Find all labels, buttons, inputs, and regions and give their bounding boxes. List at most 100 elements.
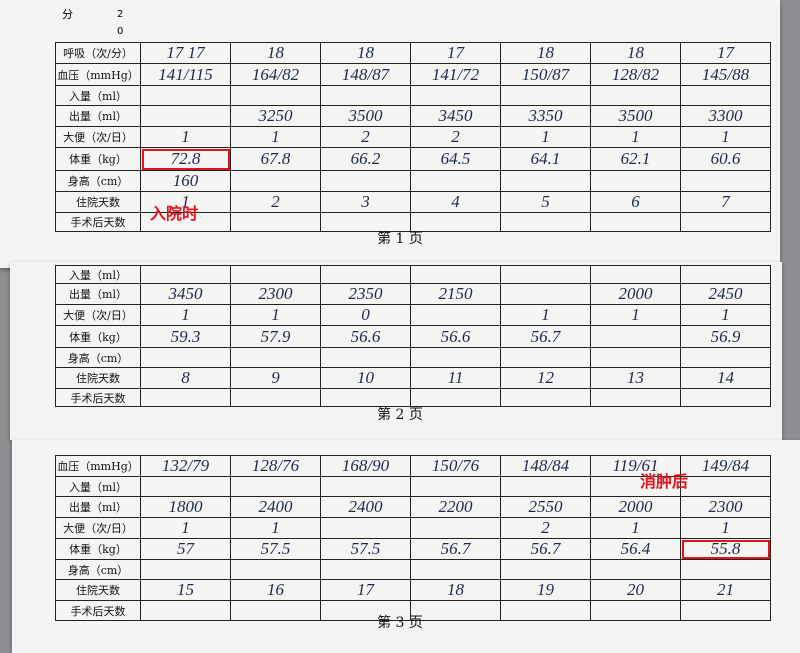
cell-value: 128/76: [230, 455, 321, 477]
cell-value: 1: [680, 517, 771, 539]
cell-value: 3300: [680, 105, 771, 127]
cell-value: 18: [230, 42, 321, 64]
cell-value: 10: [320, 367, 411, 389]
row-label: 呼吸（次/分）: [55, 42, 141, 64]
cell-value: [320, 347, 411, 368]
cell-value: [140, 105, 231, 127]
cell-value: 1: [680, 304, 771, 326]
cell-value: [320, 85, 411, 106]
cell-value: 149/84: [680, 455, 771, 477]
cell-value: 21: [680, 579, 771, 601]
cell-value: 59.3: [140, 325, 231, 348]
row-label: 血压（mmHg）: [55, 63, 141, 86]
cell-value: [680, 170, 771, 192]
annotation: 入院时: [150, 204, 199, 223]
cell-value: 18: [500, 42, 591, 64]
row-label: 身高（cm）: [55, 347, 141, 368]
cell-value: 119/61: [590, 455, 681, 477]
row-label: 入量（ml）: [55, 265, 141, 284]
cell-value: 3450: [140, 283, 231, 305]
cell-value: 4: [410, 191, 501, 213]
cell-value: 3: [320, 191, 411, 213]
cell-value: [140, 347, 231, 368]
cell-value: 5: [500, 191, 591, 213]
cell-value: 2400: [230, 496, 321, 518]
table-row: 住院天数 15 16 17 18 19 20 21: [55, 579, 771, 601]
cell-value: 2000: [590, 283, 681, 305]
record-table: 入量（ml） 出量（ml） 3450 2300 2350 2150 2000 2450 大便（次…: [55, 265, 771, 407]
cell-value: [140, 265, 231, 284]
cell-value: 17: [680, 42, 771, 64]
cell-value: [320, 265, 411, 284]
cell-value: 7: [680, 191, 771, 213]
cell-value: 2550: [500, 496, 591, 518]
row-label: 手术后天数: [55, 388, 141, 407]
table-row: 身高（cm） 160: [55, 170, 771, 192]
cell-value: 72.8: [140, 147, 231, 171]
row-label: 出量（ml）: [55, 283, 141, 305]
cell-value: 60.6: [680, 147, 771, 171]
row-label: 手术后天数: [55, 212, 141, 232]
cell-value: 148/87: [320, 63, 411, 86]
cell-value: 1: [230, 304, 321, 326]
cell-value: [590, 265, 681, 284]
cell-value: 17: [410, 42, 501, 64]
cell-value: 141/72: [410, 63, 501, 86]
cell-value: [500, 170, 591, 192]
row-label: 血压（mmHg）: [55, 455, 141, 477]
table-row: 体重（kg） 59.3 57.9 56.6 56.6 56.7 56.9: [55, 325, 771, 348]
cell-value: [320, 559, 411, 580]
cell-value: 2450: [680, 283, 771, 305]
cell-value: 150/76: [410, 455, 501, 477]
cell-value: [230, 559, 321, 580]
page-footer: 第 2 页: [377, 407, 423, 423]
cell-value: 1: [230, 126, 321, 148]
cell-value: [500, 283, 591, 305]
cell-value: 1: [140, 126, 231, 148]
cell-value: [680, 559, 771, 580]
cell-value: [680, 347, 771, 368]
cell-value: [140, 476, 231, 497]
cell-value: 64.5: [410, 147, 501, 171]
cell-value: 1: [140, 517, 231, 539]
cell-value: 12: [500, 367, 591, 389]
cell-value: 57.5: [320, 538, 411, 560]
table-row: 出量（ml） 3250 3500 3450 3350 3500 3300: [55, 105, 771, 127]
cell-value: [410, 85, 501, 106]
cell-value: 66.2: [320, 147, 411, 171]
cell-value: 1: [500, 126, 591, 148]
cell-value: [230, 476, 321, 497]
cell-value: 1: [140, 304, 231, 326]
cell-value: 3350: [500, 105, 591, 127]
scale-label: 分: [62, 8, 73, 21]
cell-value: 160: [140, 170, 231, 192]
cell-value: 150/87: [500, 63, 591, 86]
row-label: 入量（ml）: [55, 476, 141, 497]
cell-value: [680, 600, 771, 621]
cell-value: 164/82: [230, 63, 321, 86]
cell-value: [410, 265, 501, 284]
table-row: 血压（mmHg） 132/79 128/76 168/90 150/76 148/84 11…: [55, 455, 771, 477]
cell-value: 56.6: [320, 325, 411, 348]
record-sheet: 入量（ml） 出量（ml） 3450 2300 2350 2150 2000 2450 大便（次…: [10, 262, 782, 440]
cell-value: 62.1: [590, 147, 681, 171]
table-row: 呼吸（次/分） 17 17 18 18 17 18 18 17: [55, 42, 771, 64]
cell-value: [500, 476, 591, 497]
row-label: 体重（kg）: [55, 147, 141, 171]
cell-value: 3500: [320, 105, 411, 127]
row-label: 身高（cm）: [55, 559, 141, 580]
cell-value: 2: [500, 517, 591, 539]
record-table: 血压（mmHg） 132/79 128/76 168/90 150/76 148/84 11…: [55, 455, 771, 621]
page-footer: 第 1 页: [377, 231, 423, 247]
cell-value: [500, 559, 591, 580]
cell-value: 2: [320, 126, 411, 148]
cell-value: 2350: [320, 283, 411, 305]
cell-value: 11: [410, 367, 501, 389]
cell-value: 1: [590, 304, 681, 326]
table-row: 大便（次/日） 1 1 2 1 1: [55, 517, 771, 539]
cell-value: [410, 517, 501, 539]
cell-value: 20: [590, 579, 681, 601]
cell-value: [410, 347, 501, 368]
cell-value: 1: [230, 517, 321, 539]
cell-value: [320, 517, 411, 539]
